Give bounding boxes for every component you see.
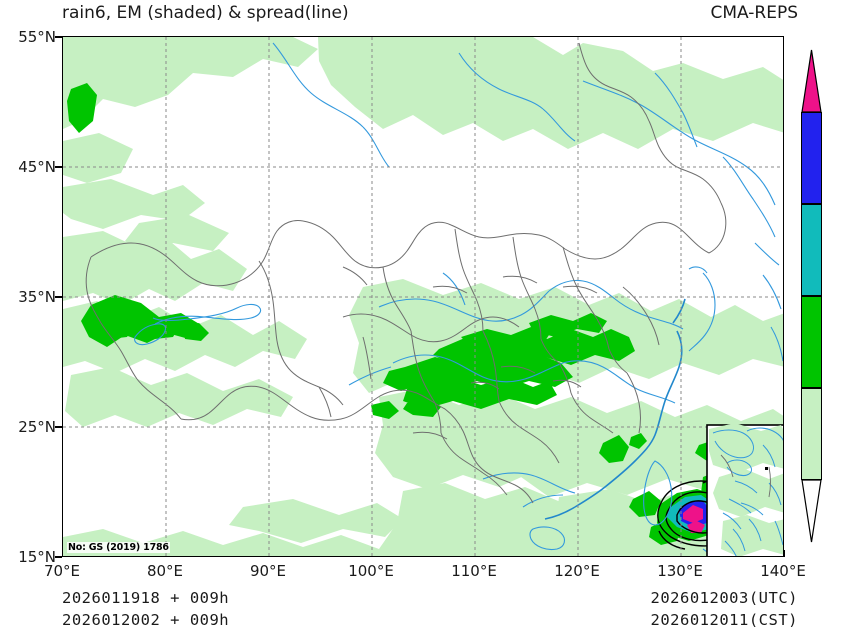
colorbar[interactable]: 60 25 13 4 0.1 — [801, 46, 822, 546]
lat-lon-gridlines — [63, 37, 783, 556]
inset-marker — [765, 467, 768, 470]
y-tick-mark-15n — [55, 556, 62, 558]
y-tick-label-45n: 45°N — [18, 158, 56, 176]
y-tick-label-55n: 55°N — [18, 28, 56, 46]
map-inner: No: GS (2019) 1786 — [63, 37, 783, 556]
y-tick-mark-45n — [55, 166, 62, 168]
y-tick-mark-35n — [55, 296, 62, 298]
valid-time-cst: 2026012011(CST) — [650, 611, 798, 629]
page-title: rain6, EM (shaded) & spread(line) — [62, 3, 349, 23]
map-svg — [63, 37, 784, 557]
x-tick-label-140e: 140°E — [760, 562, 806, 580]
model-label: CMA-REPS — [710, 3, 798, 23]
inset-borders — [720, 454, 771, 498]
colorbar-segment-13-25[interactable] — [801, 204, 822, 296]
x-tick-label-110e: 110°E — [451, 562, 497, 580]
valid-time-utc: 2026012003(UTC) — [650, 589, 798, 607]
y-tick-label-25n: 25°N — [18, 418, 56, 436]
y-tick-mark-55n — [55, 36, 62, 38]
x-tick-label-70e: 70°E — [43, 562, 81, 580]
init-time-utc: 2026011918 + 009h — [62, 589, 230, 607]
colorbar-segment-25-60[interactable] — [801, 112, 822, 204]
x-tick-label-80e: 80°E — [146, 562, 184, 580]
administrative-borders — [85, 42, 727, 504]
x-tick-label-120e: 120°E — [554, 562, 600, 580]
init-time-cst: 2026012002 + 009h — [62, 611, 230, 629]
x-tick-label-90e: 90°E — [249, 562, 287, 580]
inset-precip-shading — [709, 423, 783, 556]
y-tick-mark-25n — [55, 426, 62, 428]
map-approval-number: No: GS (2019) 1786 — [67, 542, 170, 553]
colorbar-segment-4-13[interactable] — [801, 296, 822, 388]
y-tick-label-35n: 35°N — [18, 288, 56, 306]
x-tick-label-130e: 130°E — [657, 562, 703, 580]
hydrography — [134, 42, 783, 556]
precipitation-map[interactable]: No: GS (2019) 1786 — [62, 36, 784, 557]
x-tick-label-100e: 100°E — [348, 562, 394, 580]
south-china-sea-inset[interactable] — [706, 423, 784, 557]
colorbar-segment-0p1-4[interactable] — [801, 388, 822, 480]
y-tick-label-15n: 15°N — [18, 548, 56, 566]
inset-hydrography — [712, 427, 783, 556]
